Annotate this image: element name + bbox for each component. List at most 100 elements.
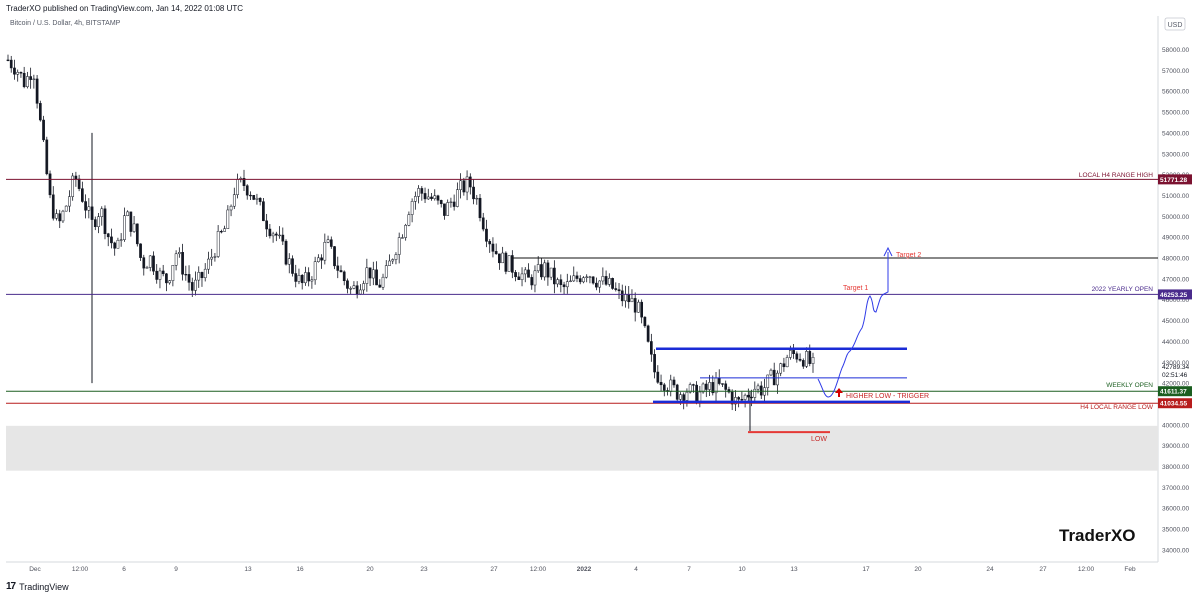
y-tick-label: 38000.00: [1162, 464, 1189, 471]
candle-body: [349, 288, 353, 290]
candle-body: [546, 262, 550, 278]
candle-body: [588, 276, 592, 278]
candle-body: [708, 382, 711, 390]
candle-body: [55, 213, 58, 219]
candle-body: [465, 176, 469, 193]
candle-body: [562, 284, 566, 288]
level-label-range-low: H4 LOCAL RANGE LOW: [1080, 404, 1154, 411]
candle-body: [504, 252, 508, 272]
candle-body: [93, 219, 97, 227]
candle-body: [640, 301, 644, 318]
candle-body: [459, 180, 462, 190]
y-tick-label: 53000.00: [1162, 151, 1189, 158]
currency-button-frame[interactable]: [1164, 17, 1186, 31]
y-tick-label: 37000.00: [1162, 485, 1189, 492]
candle-body: [650, 341, 653, 355]
candle-body: [307, 272, 311, 282]
candle-body: [717, 377, 721, 384]
candle-body: [249, 194, 252, 197]
candle-body: [498, 253, 501, 264]
candle-body: [595, 282, 598, 288]
candle-body: [659, 382, 663, 386]
trigger-arrow-head: [835, 388, 843, 393]
candle-body: [578, 278, 582, 283]
candle-body: [106, 233, 110, 238]
candle-body: [64, 205, 68, 212]
trigger-label: HIGHER LOW - TRIGGER: [846, 393, 929, 400]
candle-body: [291, 258, 294, 274]
tradingview-logo[interactable]: 17 TradingView: [6, 581, 69, 592]
candle-body: [620, 290, 624, 302]
candle-body: [342, 271, 346, 282]
y-tick-label: 43000.00: [1162, 360, 1189, 367]
candle-body: [232, 194, 236, 207]
candle-body: [782, 363, 786, 368]
candle-body: [310, 279, 314, 282]
y-tick-label: 49000.00: [1162, 235, 1189, 242]
price-tag-label: 41034.55: [1160, 401, 1187, 408]
publish-info: TraderXO published on TradingView.com, J…: [6, 4, 244, 13]
candle-body: [223, 228, 226, 232]
candle-body: [724, 383, 728, 390]
candle-body: [190, 282, 194, 291]
candle-body: [436, 195, 440, 201]
y-tick-label: 36000.00: [1162, 506, 1189, 513]
candle-body: [388, 260, 391, 266]
candle-body: [152, 255, 155, 272]
candle-body: [798, 358, 802, 361]
candle-body: [488, 241, 492, 245]
candle-body: [229, 205, 233, 211]
candle-body: [213, 256, 217, 258]
candle-body: [565, 281, 569, 288]
candle-body: [407, 214, 411, 226]
candle-body: [84, 201, 87, 211]
candle-body: [333, 246, 336, 267]
candle-body: [688, 384, 692, 393]
x-tick-label: 13: [790, 566, 798, 573]
candle-body: [278, 234, 281, 237]
candle-body: [135, 223, 139, 245]
candle-body: [805, 351, 808, 367]
candle-body: [607, 278, 611, 285]
candle-body: [45, 139, 49, 175]
candle-body: [801, 360, 805, 367]
candle-body: [287, 258, 291, 265]
candle-body: [656, 371, 660, 383]
candle-body: [433, 195, 437, 199]
y-tick-label: 40000.00: [1162, 422, 1189, 429]
y-tick-label: 54000.00: [1162, 130, 1189, 137]
candle-body: [779, 363, 783, 374]
candle-body: [394, 254, 398, 260]
candle-body: [685, 391, 689, 401]
x-tick-label: 23: [420, 566, 428, 573]
y-tick-label: 56000.00: [1162, 89, 1189, 96]
candle-body: [258, 197, 262, 202]
candle-body: [501, 252, 504, 264]
candle-body: [123, 215, 126, 240]
candle-body: [255, 197, 259, 200]
candle-body: [785, 357, 789, 368]
candle-body: [449, 201, 453, 203]
candle-body: [633, 298, 637, 313]
candle-body: [142, 257, 146, 269]
y-tick-label: 57000.00: [1162, 68, 1189, 75]
candle-body: [420, 188, 424, 194]
currency-button[interactable]: USD: [1168, 22, 1183, 29]
y-tick-label: 45000.00: [1162, 318, 1189, 325]
candle-body: [543, 262, 547, 278]
low-zone-band: [6, 425, 1158, 471]
candle-body: [281, 234, 285, 242]
candle-body: [417, 188, 420, 197]
candle-body: [48, 173, 52, 196]
candle-body: [110, 236, 113, 244]
x-tick-label: 12:00: [530, 566, 547, 573]
x-tick-label: 12:00: [72, 566, 89, 573]
candle-body: [756, 385, 760, 390]
candle-body: [730, 391, 734, 405]
price-tag-label: 46253.25: [1160, 292, 1187, 299]
candle-body: [446, 202, 450, 216]
candle-body: [200, 272, 204, 279]
candle-body: [746, 394, 750, 398]
candle-body: [271, 233, 275, 237]
